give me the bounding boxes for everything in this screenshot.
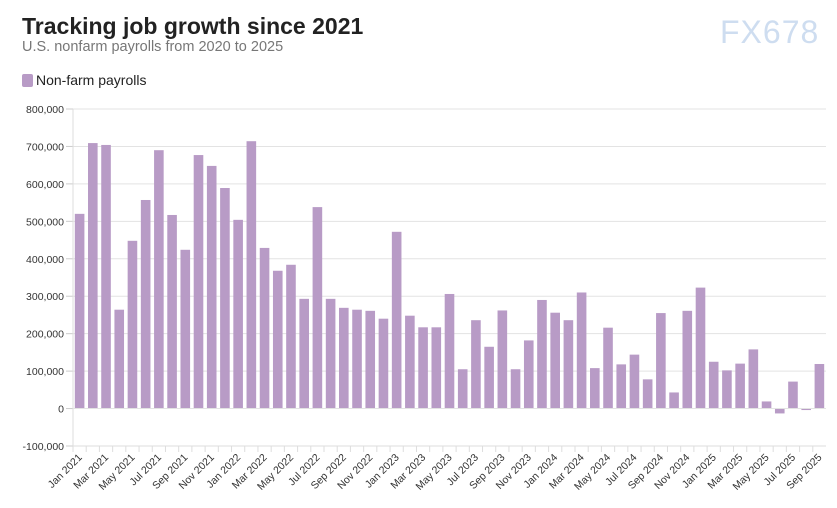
bar [312,207,323,409]
bar [154,150,164,409]
bar [246,141,257,409]
bar [484,346,494,409]
bar [233,219,243,409]
bar [471,320,481,409]
bar [418,327,428,409]
bar [616,364,627,409]
bar [114,309,125,409]
y-tick-label: 500,000 [26,216,64,228]
bar [788,381,798,409]
bar [88,143,98,409]
bar [352,309,362,409]
bar [259,247,270,409]
bar [642,379,653,409]
legend-swatch [22,73,33,87]
bar [510,369,521,409]
bar [735,363,745,409]
bar [669,392,679,409]
bar [682,310,693,409]
y-tick-label: 100,000 [26,366,64,378]
bar [299,298,309,409]
bar [774,408,785,414]
bar [193,155,204,409]
y-tick-label: 400,000 [26,254,64,266]
bar [761,401,772,409]
legend-label: Non-farm payrolls [36,72,147,88]
bar [457,369,468,409]
bar [220,188,230,409]
bar [656,313,666,409]
bar [365,310,376,409]
bar [576,292,587,409]
y-tick-label: 0 [58,404,64,416]
watermark: FX678 [720,14,820,50]
bar [431,327,442,409]
y-tick-label: -100,000 [23,441,65,453]
bar [325,298,336,409]
bar [497,310,508,409]
bar [629,354,640,409]
bar [814,363,825,409]
legend: Non-farm payrolls [22,72,146,88]
bar [127,240,138,409]
bar [590,368,600,409]
bar [272,270,283,409]
bar [405,315,415,409]
bar [523,340,534,409]
bar [537,299,547,409]
y-tick-label: 800,000 [26,104,64,116]
bar [603,327,613,409]
bar [140,199,151,409]
bar [695,287,706,409]
bar [74,213,85,409]
bar [180,249,191,409]
bar [339,307,349,409]
bar [101,144,111,409]
bar [391,231,402,409]
bar [167,214,177,409]
chart-title: Tracking job growth since 2021 [22,13,364,39]
bar [378,318,389,409]
chart-subtitle: U.S. nonfarm payrolls from 2020 to 2025 [22,39,284,55]
y-tick-label: 700,000 [26,141,64,153]
bar [286,264,296,409]
bar [206,165,217,409]
bar [444,293,455,409]
y-tick-label: 200,000 [26,329,64,341]
bar [563,320,574,409]
y-tick-label: 300,000 [26,291,64,303]
bar [748,349,759,409]
bar [722,370,732,409]
bar [801,408,811,411]
bar [708,361,719,409]
bar [550,312,560,409]
y-tick-label: 600,000 [26,179,64,191]
